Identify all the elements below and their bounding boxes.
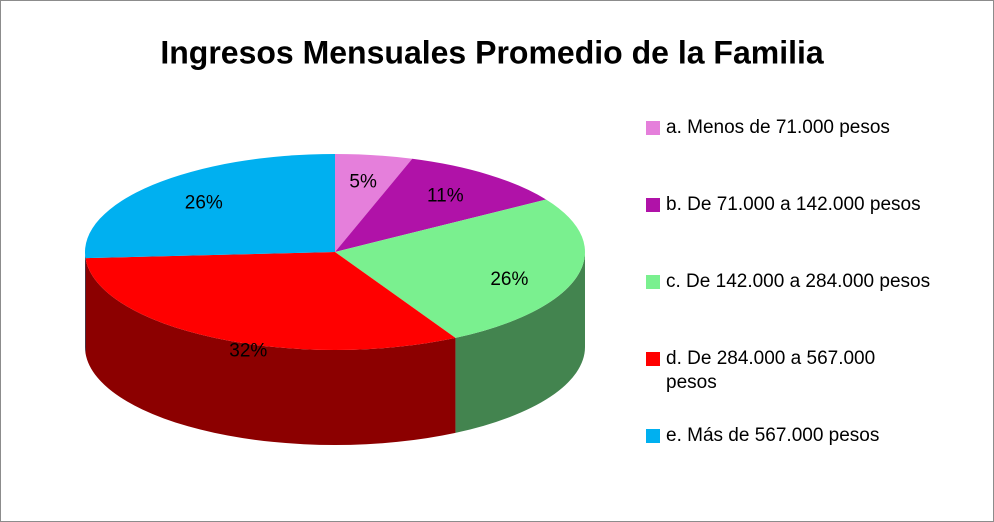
legend-item: a. Menos de 71.000 pesos [646, 116, 931, 140]
slice [335, 158, 547, 252]
legend-label: c. De 142.000 a 284.000 pesos [666, 271, 931, 292]
legend-label: a. Menos de 71.000 pesos [666, 117, 890, 138]
legend-item: d. De 284.000 a 567.000 pesos [646, 347, 931, 395]
legend-swatch [646, 429, 660, 443]
legend-label: d. De 284.000 a 567.000 pesos [666, 348, 876, 393]
data-label: 26% [185, 193, 223, 214]
chart-title: Ingresos Mensuales Promedio de la Famili… [160, 34, 824, 70]
data-label: 26% [490, 269, 528, 290]
legend-label: b. De 71.000 a 142.000 pesos [666, 194, 921, 215]
data-label: 5% [349, 171, 377, 192]
data-label: 11% [427, 185, 464, 206]
legend-item: c. De 142.000 a 284.000 pesos [646, 270, 931, 294]
legend-item: e. Más de 567.000 pesos [646, 424, 931, 448]
data-label: 32% [229, 340, 267, 361]
slice [335, 199, 585, 338]
legend-label: e. Más de 567.000 pesos [666, 425, 880, 446]
legend-swatch [646, 352, 660, 366]
legend-item: b. De 71.000 a 142.000 pesos [646, 193, 931, 217]
slice [85, 252, 456, 350]
legend-swatch [646, 275, 660, 289]
slice-side [85, 258, 456, 445]
legend-swatch [646, 198, 660, 212]
legend-swatch [646, 121, 660, 135]
slice [84, 154, 335, 259]
slice-side [455, 252, 585, 433]
slice [335, 154, 413, 252]
